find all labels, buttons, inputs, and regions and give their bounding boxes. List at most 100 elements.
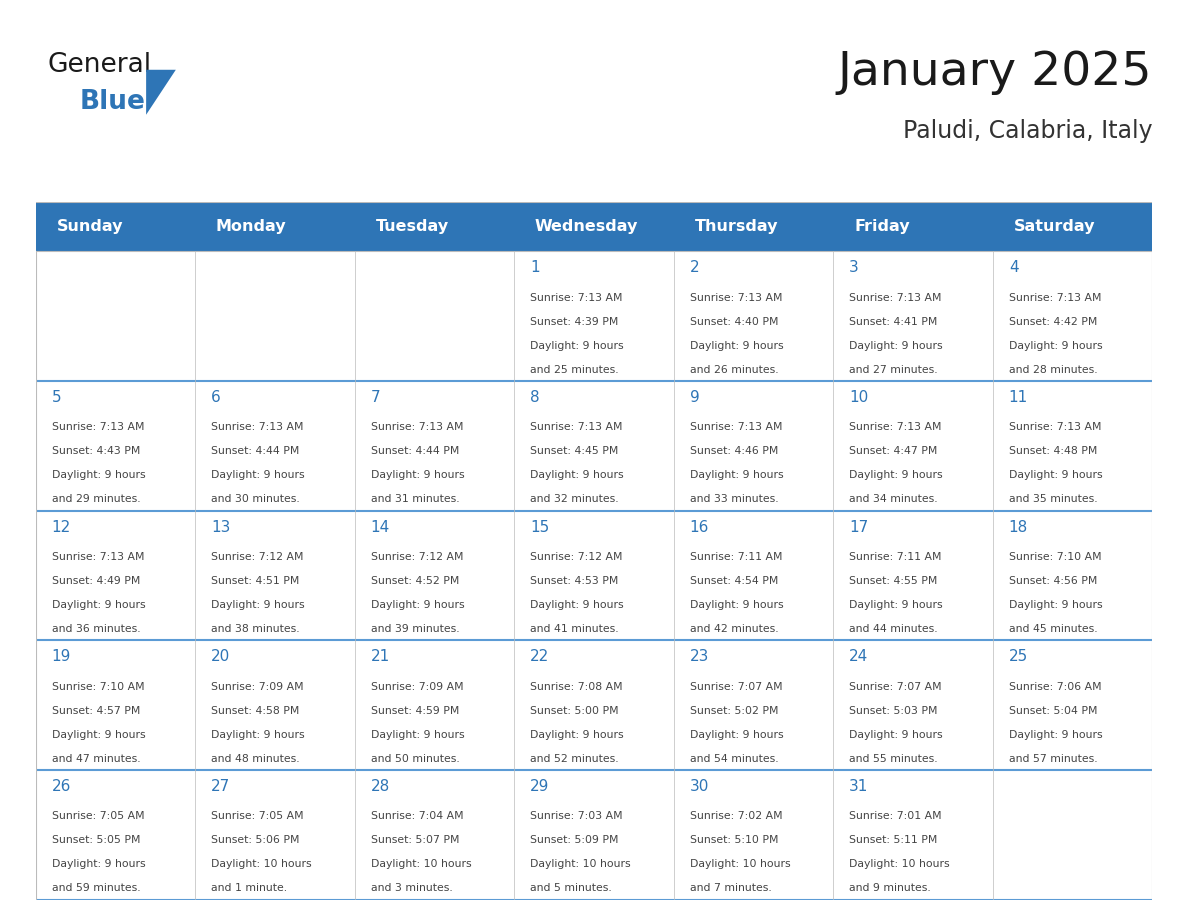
Text: and 32 minutes.: and 32 minutes. [530,495,619,504]
Text: Daylight: 9 hours: Daylight: 9 hours [211,730,305,740]
Text: Sunset: 4:42 PM: Sunset: 4:42 PM [1009,317,1098,327]
Text: Sunrise: 7:12 AM: Sunrise: 7:12 AM [211,552,304,562]
Text: Sunrise: 7:13 AM: Sunrise: 7:13 AM [51,422,144,432]
Text: Sunset: 5:04 PM: Sunset: 5:04 PM [1009,706,1098,716]
Text: Sunset: 4:59 PM: Sunset: 4:59 PM [371,706,459,716]
Text: 6: 6 [211,390,221,405]
Text: 18: 18 [1009,520,1028,534]
Text: Sunrise: 7:03 AM: Sunrise: 7:03 AM [530,812,623,822]
Text: and 38 minutes.: and 38 minutes. [211,624,299,634]
Text: Sunset: 4:43 PM: Sunset: 4:43 PM [51,446,140,456]
Text: Daylight: 9 hours: Daylight: 9 hours [1009,341,1102,351]
Text: Friday: Friday [854,219,910,234]
Text: 9: 9 [690,390,700,405]
Text: Sunset: 5:06 PM: Sunset: 5:06 PM [211,835,299,845]
Text: Daylight: 9 hours: Daylight: 9 hours [211,470,305,480]
Text: Sunset: 5:07 PM: Sunset: 5:07 PM [371,835,459,845]
Text: Sunday: Sunday [56,219,122,234]
Text: Daylight: 9 hours: Daylight: 9 hours [690,730,783,740]
Text: Daylight: 10 hours: Daylight: 10 hours [211,859,311,869]
Text: Sunset: 5:05 PM: Sunset: 5:05 PM [51,835,140,845]
Text: General: General [48,52,152,78]
Text: Sunset: 4:44 PM: Sunset: 4:44 PM [371,446,459,456]
Text: Sunset: 4:56 PM: Sunset: 4:56 PM [1009,577,1098,586]
Text: Sunrise: 7:02 AM: Sunrise: 7:02 AM [690,812,783,822]
Text: and 50 minutes.: and 50 minutes. [371,754,460,764]
Text: Daylight: 9 hours: Daylight: 9 hours [690,600,783,610]
Text: Sunset: 4:48 PM: Sunset: 4:48 PM [1009,446,1098,456]
Text: 2: 2 [690,261,700,275]
Text: Sunrise: 7:10 AM: Sunrise: 7:10 AM [1009,552,1101,562]
Text: and 47 minutes.: and 47 minutes. [51,754,140,764]
Text: Sunrise: 7:04 AM: Sunrise: 7:04 AM [371,812,463,822]
Text: 16: 16 [690,520,709,534]
Text: and 29 minutes.: and 29 minutes. [51,495,140,504]
Text: Daylight: 9 hours: Daylight: 9 hours [849,341,943,351]
Text: Sunset: 5:09 PM: Sunset: 5:09 PM [530,835,619,845]
Text: Sunrise: 7:13 AM: Sunrise: 7:13 AM [51,552,144,562]
Text: Daylight: 9 hours: Daylight: 9 hours [371,730,465,740]
Text: 12: 12 [51,520,71,534]
Text: and 39 minutes.: and 39 minutes. [371,624,460,634]
Text: 7: 7 [371,390,380,405]
Text: Sunrise: 7:11 AM: Sunrise: 7:11 AM [849,552,942,562]
Text: and 42 minutes.: and 42 minutes. [690,624,778,634]
Text: and 1 minute.: and 1 minute. [211,883,287,893]
Text: Thursday: Thursday [695,219,778,234]
Text: January 2025: January 2025 [838,50,1152,95]
Text: Daylight: 9 hours: Daylight: 9 hours [849,730,943,740]
Text: Sunset: 5:02 PM: Sunset: 5:02 PM [690,706,778,716]
Text: Sunrise: 7:07 AM: Sunrise: 7:07 AM [849,682,942,692]
Text: Daylight: 9 hours: Daylight: 9 hours [51,470,145,480]
Text: 30: 30 [690,779,709,794]
Text: Monday: Monday [216,219,286,234]
Text: Daylight: 9 hours: Daylight: 9 hours [1009,470,1102,480]
Text: Sunset: 4:49 PM: Sunset: 4:49 PM [51,577,140,586]
Text: Daylight: 9 hours: Daylight: 9 hours [51,730,145,740]
Text: 5: 5 [51,390,62,405]
Text: 17: 17 [849,520,868,534]
Text: Sunrise: 7:05 AM: Sunrise: 7:05 AM [211,812,304,822]
Text: Sunset: 4:58 PM: Sunset: 4:58 PM [211,706,299,716]
Text: Sunrise: 7:13 AM: Sunrise: 7:13 AM [1009,293,1101,303]
Text: Sunrise: 7:13 AM: Sunrise: 7:13 AM [849,422,942,432]
Text: Sunset: 5:11 PM: Sunset: 5:11 PM [849,835,937,845]
Text: Paludi, Calabria, Italy: Paludi, Calabria, Italy [903,119,1152,143]
Text: Sunset: 4:53 PM: Sunset: 4:53 PM [530,577,619,586]
Text: and 34 minutes.: and 34 minutes. [849,495,937,504]
Text: 15: 15 [530,520,549,534]
Text: Daylight: 9 hours: Daylight: 9 hours [1009,730,1102,740]
Text: and 41 minutes.: and 41 minutes. [530,624,619,634]
Text: Sunset: 4:45 PM: Sunset: 4:45 PM [530,446,619,456]
Text: Daylight: 9 hours: Daylight: 9 hours [371,600,465,610]
Text: 23: 23 [690,649,709,665]
Text: and 3 minutes.: and 3 minutes. [371,883,453,893]
Text: Saturday: Saturday [1013,219,1095,234]
Text: and 54 minutes.: and 54 minutes. [690,754,778,764]
Text: Sunrise: 7:09 AM: Sunrise: 7:09 AM [371,682,463,692]
Text: and 33 minutes.: and 33 minutes. [690,495,778,504]
Text: 22: 22 [530,649,549,665]
Text: Sunrise: 7:07 AM: Sunrise: 7:07 AM [690,682,783,692]
Text: Daylight: 9 hours: Daylight: 9 hours [849,470,943,480]
Text: and 52 minutes.: and 52 minutes. [530,754,619,764]
Text: Sunrise: 7:13 AM: Sunrise: 7:13 AM [690,293,782,303]
Text: and 48 minutes.: and 48 minutes. [211,754,299,764]
Text: 3: 3 [849,261,859,275]
Text: Daylight: 9 hours: Daylight: 9 hours [849,600,943,610]
Text: Daylight: 9 hours: Daylight: 9 hours [51,859,145,869]
Text: Blue: Blue [80,89,145,115]
Text: 1: 1 [530,261,539,275]
Text: Sunset: 4:46 PM: Sunset: 4:46 PM [690,446,778,456]
Text: Daylight: 9 hours: Daylight: 9 hours [51,600,145,610]
Text: Sunset: 4:52 PM: Sunset: 4:52 PM [371,577,459,586]
Text: Sunrise: 7:12 AM: Sunrise: 7:12 AM [371,552,463,562]
Text: Sunrise: 7:13 AM: Sunrise: 7:13 AM [1009,422,1101,432]
Text: Daylight: 9 hours: Daylight: 9 hours [1009,600,1102,610]
Text: Daylight: 9 hours: Daylight: 9 hours [371,470,465,480]
Text: 25: 25 [1009,649,1028,665]
Text: and 25 minutes.: and 25 minutes. [530,364,619,375]
Text: Sunset: 4:47 PM: Sunset: 4:47 PM [849,446,937,456]
Text: Daylight: 10 hours: Daylight: 10 hours [371,859,472,869]
Text: Sunset: 4:41 PM: Sunset: 4:41 PM [849,317,937,327]
